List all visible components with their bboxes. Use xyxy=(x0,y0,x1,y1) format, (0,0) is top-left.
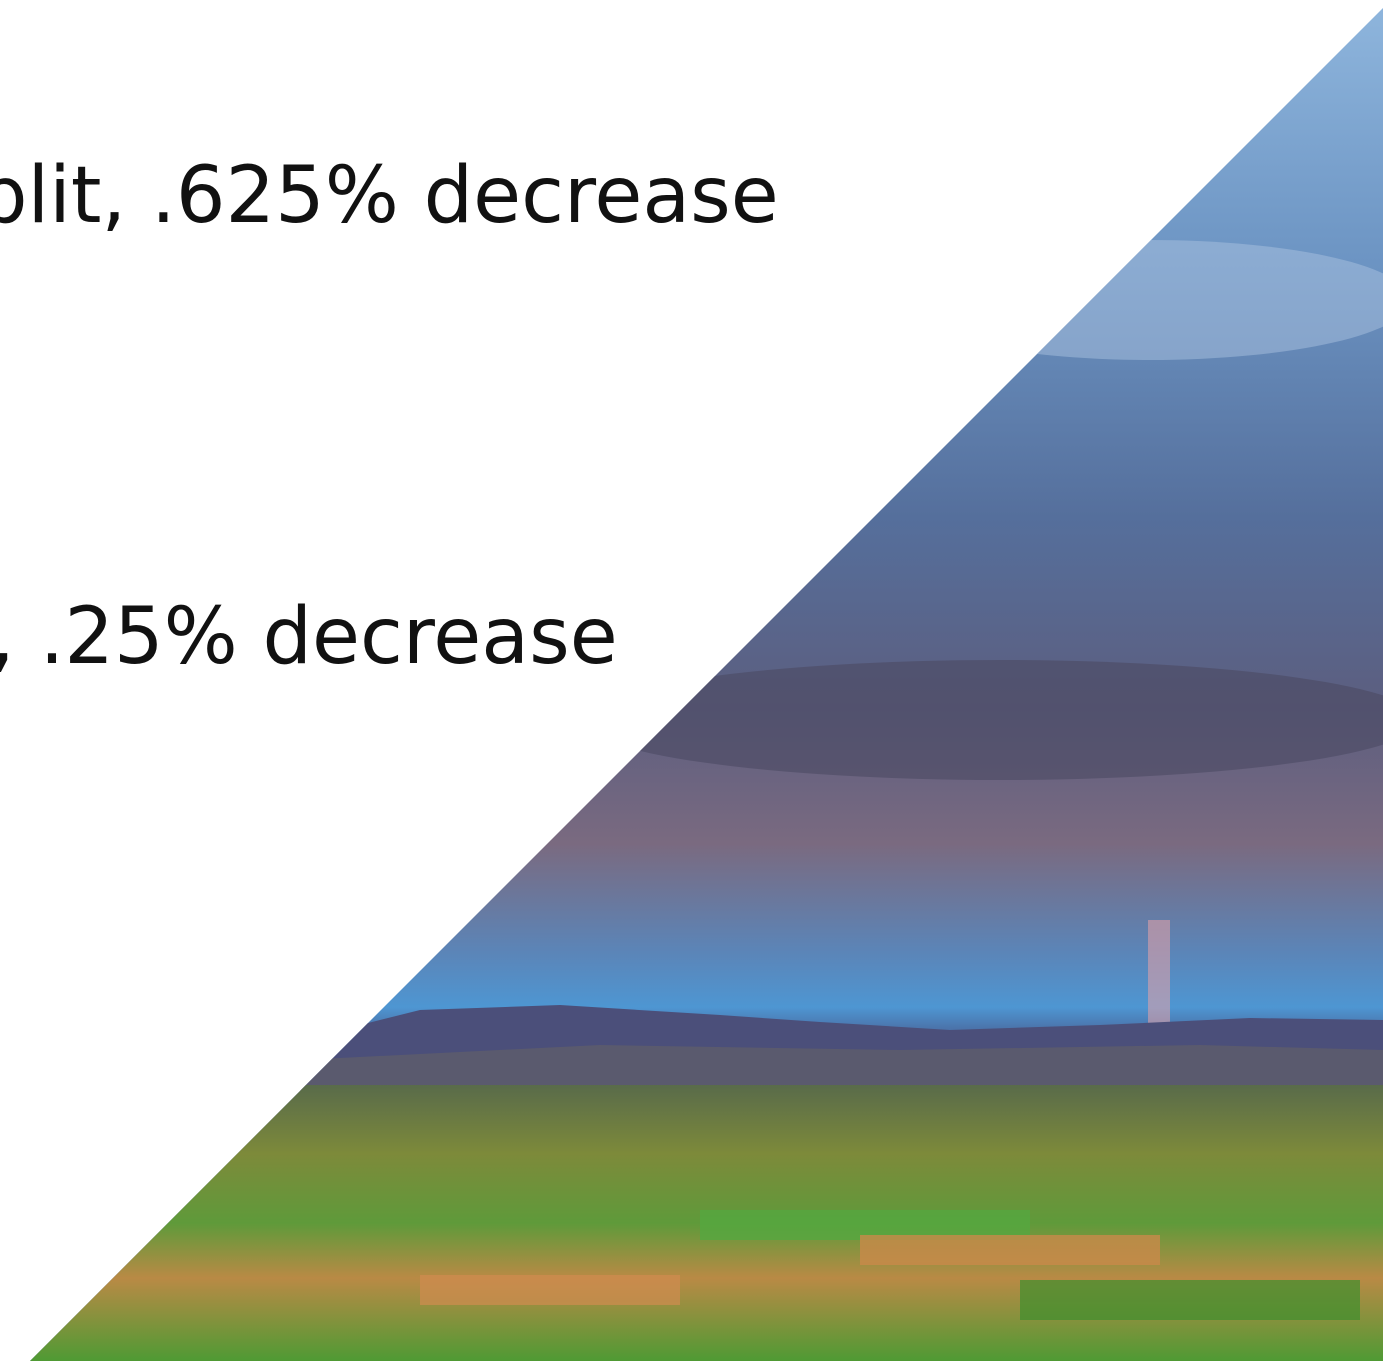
slide: plit, .625% decrease , .25% decrease xyxy=(0,0,1383,1361)
text-line: , .25% decrease xyxy=(0,592,618,682)
text-line: plit, .625% decrease xyxy=(0,151,779,241)
page: plit, .625% decrease , .25% decrease (()… xyxy=(0,0,1383,1361)
